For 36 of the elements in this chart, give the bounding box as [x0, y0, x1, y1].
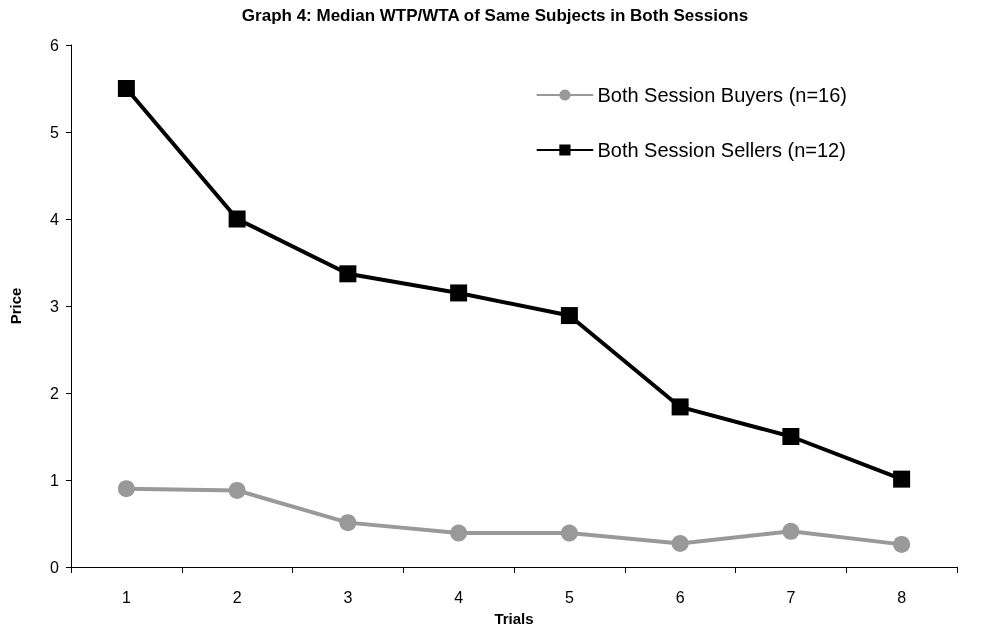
x-tick-label: 3 — [343, 588, 353, 606]
point — [893, 535, 911, 553]
y-tick-label: 6 — [50, 36, 60, 54]
x-tick-label: 4 — [454, 588, 464, 606]
y-tick-label: 5 — [50, 123, 60, 141]
point — [782, 522, 800, 540]
point — [339, 265, 357, 283]
y-tick-label: 0 — [50, 558, 60, 576]
x-tick-label: 8 — [897, 588, 907, 606]
point — [228, 210, 246, 228]
x-tick-label: 2 — [232, 588, 242, 606]
point — [450, 284, 468, 302]
point — [671, 535, 689, 553]
x-tick-label: 1 — [121, 588, 131, 606]
point — [560, 307, 578, 325]
point — [893, 470, 911, 488]
legend-label: Both Session Sellers (n=12) — [597, 139, 846, 161]
y-axis-title: Price — [7, 287, 24, 325]
x-tick-label: 7 — [786, 588, 796, 606]
point — [450, 524, 468, 542]
point — [228, 481, 246, 499]
x-axis-title: Trials — [494, 610, 534, 627]
y-tick-label: 3 — [50, 297, 60, 315]
x-tick-label: 5 — [564, 588, 574, 606]
y-tick-label: 2 — [50, 384, 60, 402]
x-tick-label: 6 — [675, 588, 685, 606]
point — [117, 480, 135, 498]
y-tick-label: 4 — [50, 210, 60, 228]
point — [671, 398, 689, 416]
point — [560, 524, 578, 542]
y-tick-label: 1 — [50, 471, 60, 489]
chart-title: Graph 4: Median WTP/WTA of Same Subjects in Both Sessions — [241, 6, 749, 25]
point — [339, 514, 357, 532]
point — [117, 80, 135, 97]
point — [782, 428, 800, 445]
legend-label: Both Session Buyers (n=16) — [597, 84, 848, 106]
